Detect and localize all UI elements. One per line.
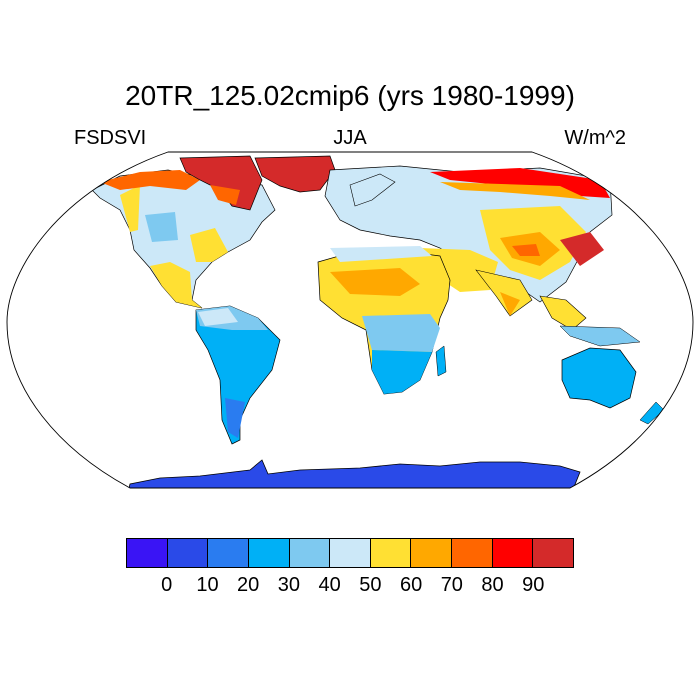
colorbar-tick-label: 10 [196, 574, 219, 596]
colorbar-box [208, 539, 249, 567]
colorbar-box [127, 539, 168, 567]
colorbar-box [452, 539, 493, 567]
siberia-warm-band [440, 182, 590, 200]
south-america-region [195, 305, 281, 445]
india-south-orange [500, 292, 520, 316]
colorbar-box [289, 539, 331, 567]
indonesia-blue [559, 325, 641, 347]
colorbar [126, 538, 574, 568]
plot-title: 20TR_125.02cmip6 (yrs 1980-1999) [125, 80, 575, 111]
central-africa-blue [362, 314, 440, 352]
colorbar-tick-label: 30 [277, 574, 301, 596]
sahara-orange [330, 268, 420, 296]
colorbar-tick-labels: 0 10 20 30 40 50 60 70 80 90 [0, 574, 700, 600]
east-asia-red [560, 232, 604, 266]
antarctica-region [127, 459, 581, 488]
colorbar-tick-label: 80 [481, 574, 504, 596]
colorbar-box [411, 539, 453, 567]
new-zealand-region [639, 401, 665, 425]
colorbar-box [533, 539, 574, 567]
india-region [475, 269, 533, 317]
variable-label: FSDSVI [74, 127, 147, 149]
north-america-east-band [190, 228, 228, 262]
arctic-archipelago-hot [210, 185, 240, 205]
north-america-central-blue [145, 212, 178, 242]
colorbar-box [370, 539, 412, 567]
australia-region [561, 347, 637, 409]
scandinavia-region [349, 173, 396, 207]
madagascar-region [435, 345, 447, 377]
colorbar-tick-label: 20 [237, 574, 260, 596]
north-america-west-band [120, 185, 140, 232]
north-america-south-warm [150, 262, 202, 308]
colorbar-tick-label: 40 [318, 574, 341, 596]
canada-arctic-hot [100, 170, 200, 190]
colorbar-tick-label: 90 [522, 574, 545, 596]
colorbar-box [248, 539, 290, 567]
season-label: JJA [333, 127, 367, 149]
patagonia-deep [225, 398, 245, 438]
arctic-archipelago [179, 155, 263, 211]
south-america-amazon-warm [198, 308, 238, 326]
southern-africa-cyan [372, 350, 432, 394]
colorbar-box [492, 539, 534, 567]
colorbar-box [167, 539, 209, 567]
greenland-region [254, 155, 336, 193]
colorbar-tick-label: 70 [440, 574, 463, 596]
tibet-peak [512, 244, 540, 256]
colorbar-tick-label: 60 [399, 574, 423, 596]
colorbar-box [330, 539, 371, 567]
colorbar-tick-label: 0 [161, 574, 173, 596]
mediterranean-band [330, 246, 432, 262]
colorbar-tick-label: 50 [359, 574, 382, 596]
southeast-asia-region [539, 295, 587, 331]
units-label: W/m^2 [564, 127, 626, 149]
globe-outline [6, 151, 694, 489]
